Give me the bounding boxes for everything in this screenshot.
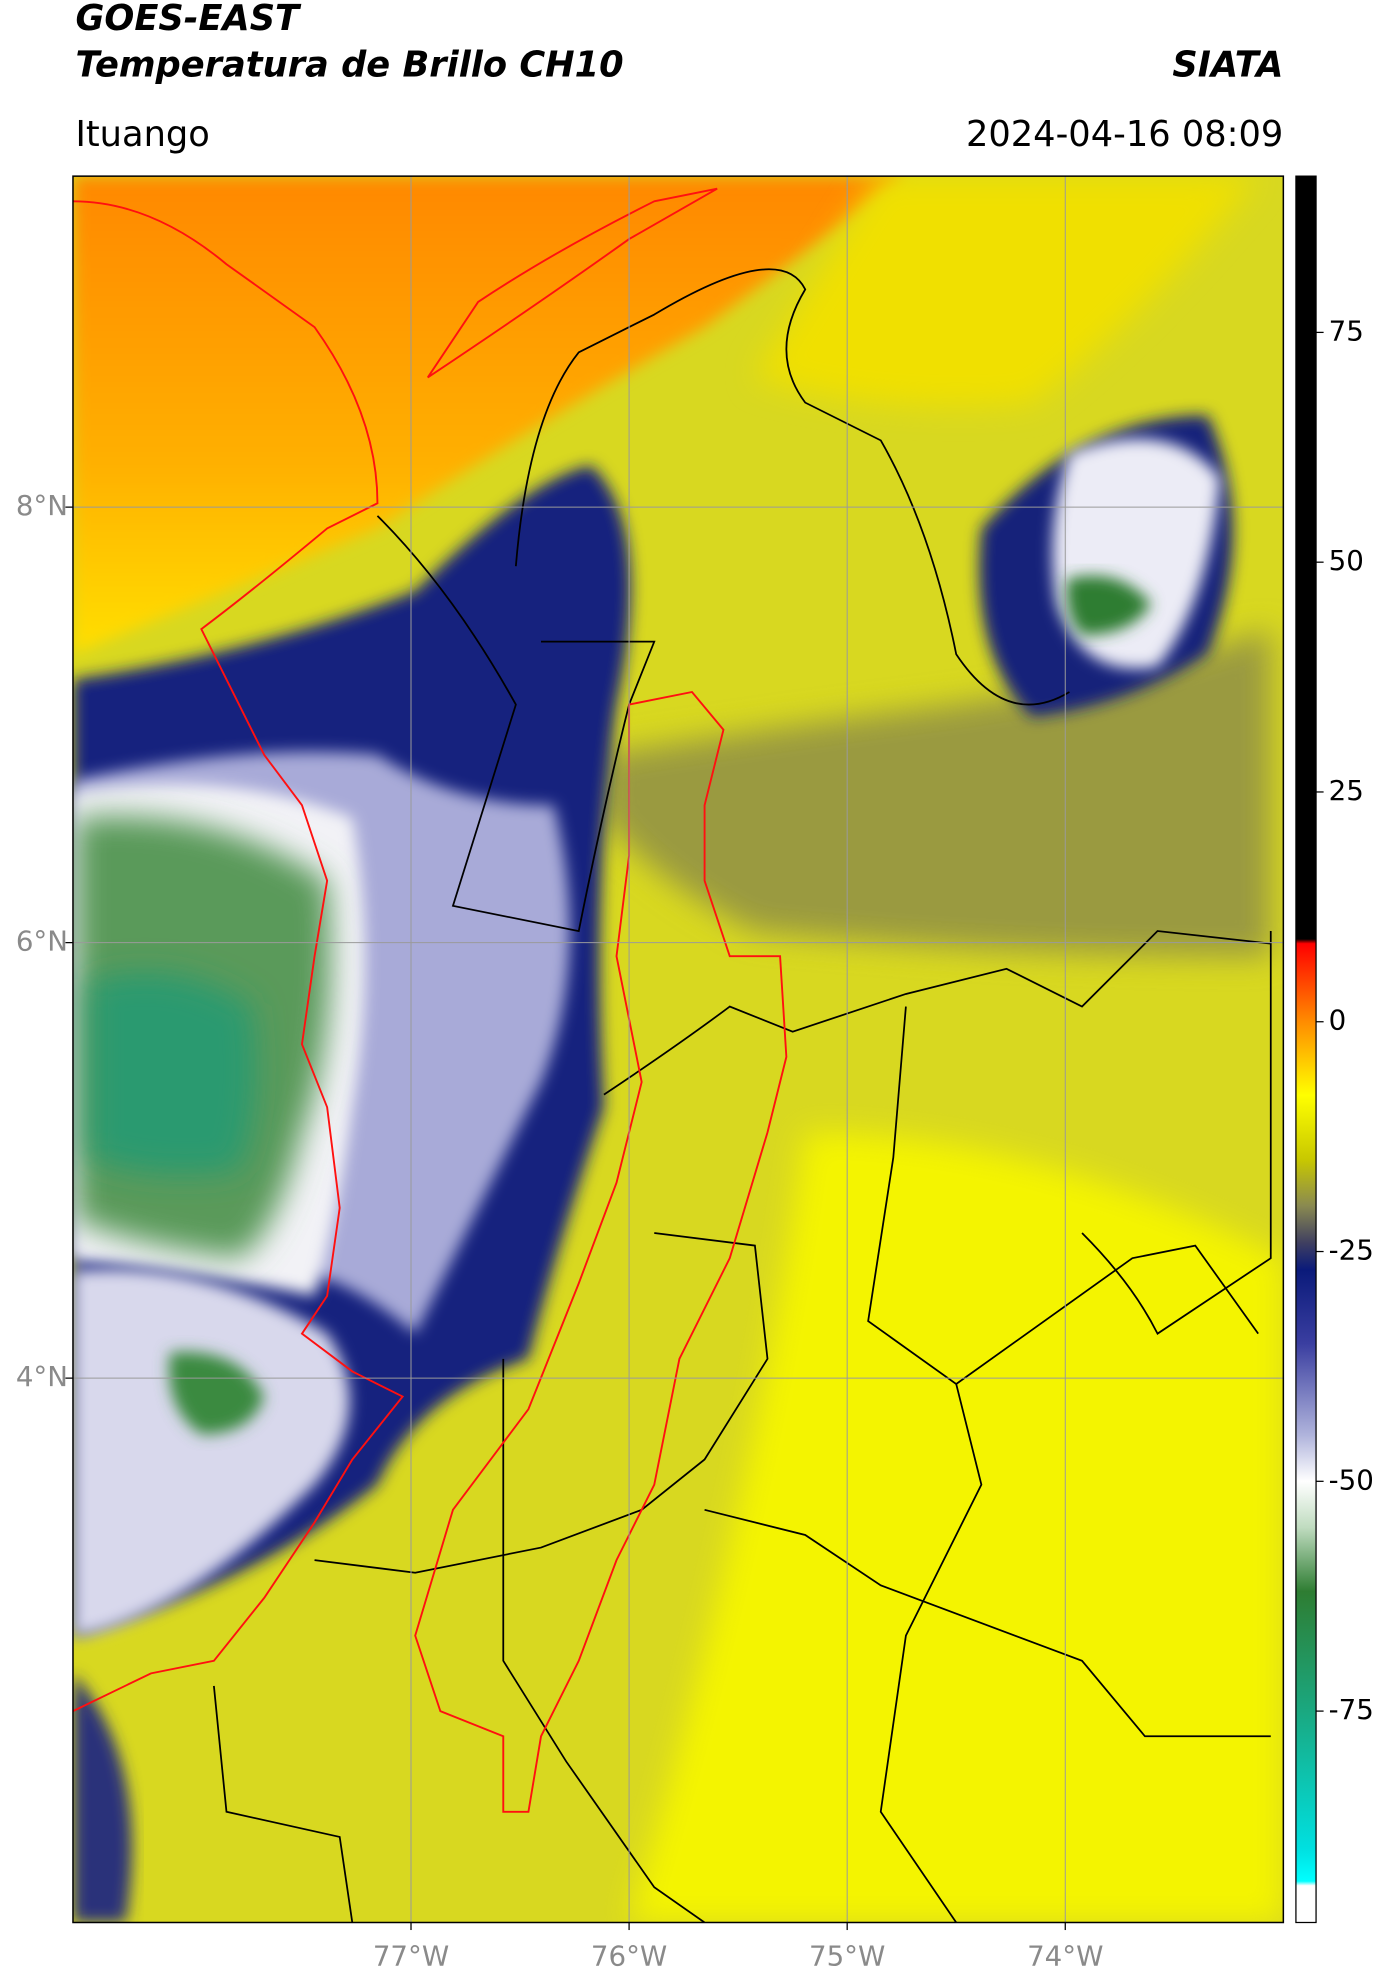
colorbar-tick-label: -75: [1329, 1693, 1374, 1726]
y-tick-label: 8°N: [16, 489, 68, 522]
satellite-image: [72, 176, 1284, 1923]
colorbar: [1295, 175, 1317, 1924]
colorbar-tick-label: 0: [1329, 1004, 1347, 1037]
map-frame: [72, 175, 1285, 1924]
colorbar-tick-label: 25: [1329, 774, 1364, 807]
x-tick-label: 74°W: [1027, 1940, 1103, 1973]
agency: SIATA: [1172, 45, 1283, 86]
satellite: GOES-EAST: [75, 0, 302, 39]
y-tick-label: 6°N: [16, 925, 68, 958]
x-tick-label: 75°W: [809, 1940, 885, 1973]
product: Temperatura de Brillo CH10: [75, 45, 623, 86]
colorbar-tick-label: 50: [1329, 544, 1364, 577]
colorbar-tick-label: -25: [1329, 1234, 1374, 1267]
region: Ituango: [75, 114, 209, 155]
colorbar-tick-label: -50: [1329, 1463, 1374, 1496]
datetime: 2024-04-16 08:09: [966, 114, 1283, 155]
y-tick-label: 4°N: [16, 1360, 68, 1393]
x-tick-label: 76°W: [591, 1940, 667, 1973]
x-tick-label: 77°W: [373, 1940, 449, 1973]
colorbar-tick-label: 75: [1329, 314, 1364, 347]
